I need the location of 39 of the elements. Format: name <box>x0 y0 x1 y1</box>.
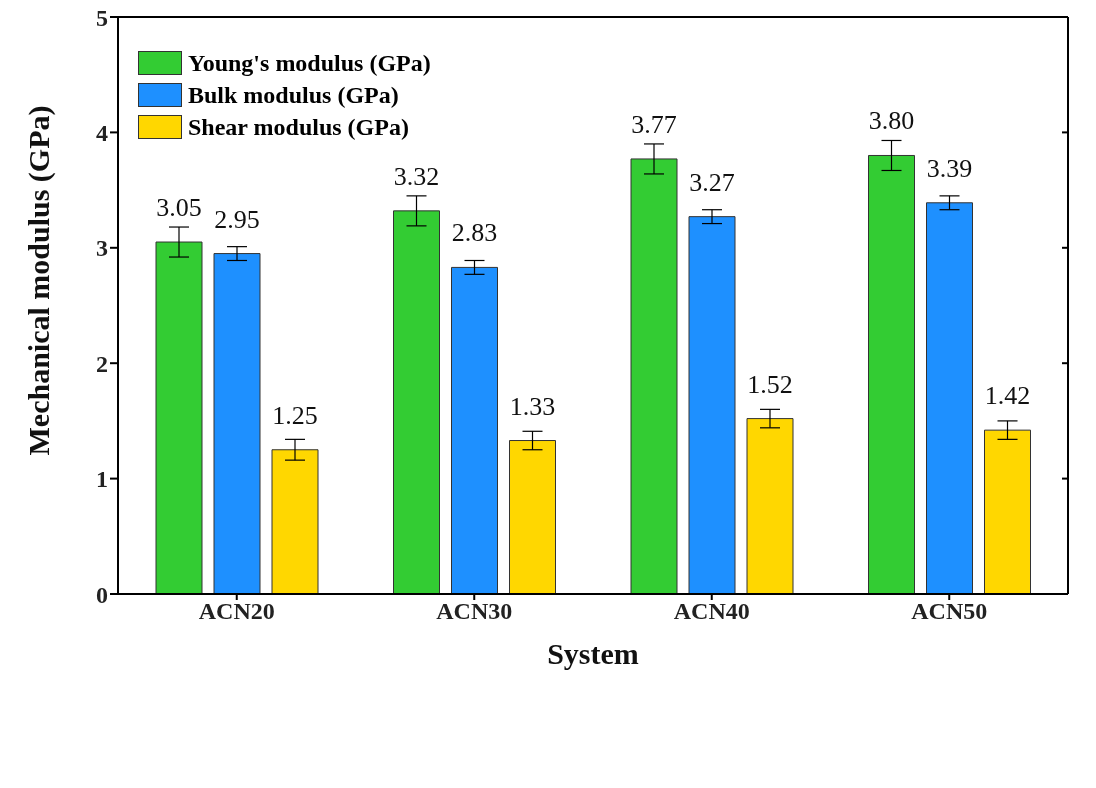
bar <box>509 440 556 594</box>
data-label: 3.80 <box>868 106 915 136</box>
y-tick-label: 2 <box>96 350 108 377</box>
data-label: 1.25 <box>272 400 318 430</box>
x-tick-label: ACN30 <box>436 598 513 625</box>
data-label: 3.05 <box>156 193 202 223</box>
x-tick-label: ACN20 <box>198 598 275 625</box>
data-label: 3.39 <box>926 153 973 183</box>
y-tick-label: 4 <box>96 119 108 146</box>
legend-label: Bulk modulus (GPa) <box>188 81 399 110</box>
bar <box>451 266 498 594</box>
data-label: 2.83 <box>451 218 498 248</box>
bar <box>984 429 1031 594</box>
y-tick-label: 5 <box>96 4 108 31</box>
y-tick-label: 3 <box>96 235 108 262</box>
data-label: 1.52 <box>747 369 793 399</box>
y-tick-label: 0 <box>96 581 108 608</box>
data-label: 3.32 <box>393 161 440 191</box>
x-tick-label: ACN40 <box>673 598 750 625</box>
data-label: 1.33 <box>509 391 556 421</box>
bar <box>155 241 203 594</box>
data-label: 3.77 <box>631 109 677 139</box>
legend-label: Shear modulus (GPa) <box>188 113 409 142</box>
bar <box>213 253 261 594</box>
bar <box>688 216 736 594</box>
bar <box>746 418 794 594</box>
bar <box>630 158 678 594</box>
bar <box>271 449 319 594</box>
data-label: 1.42 <box>984 381 1031 411</box>
bar <box>868 154 915 594</box>
x-tick-label: ACN50 <box>911 598 988 625</box>
x-axis-title: System <box>547 637 639 670</box>
data-label: 3.27 <box>689 167 735 197</box>
legend-label: Young's modulus (GPa) <box>188 49 431 78</box>
y-tick-label: 1 <box>96 466 108 493</box>
data-label: 2.95 <box>214 204 260 234</box>
y-axis-title: Mechanical modulus (GPa) <box>21 105 56 456</box>
bar <box>926 202 973 594</box>
bar <box>393 210 440 594</box>
